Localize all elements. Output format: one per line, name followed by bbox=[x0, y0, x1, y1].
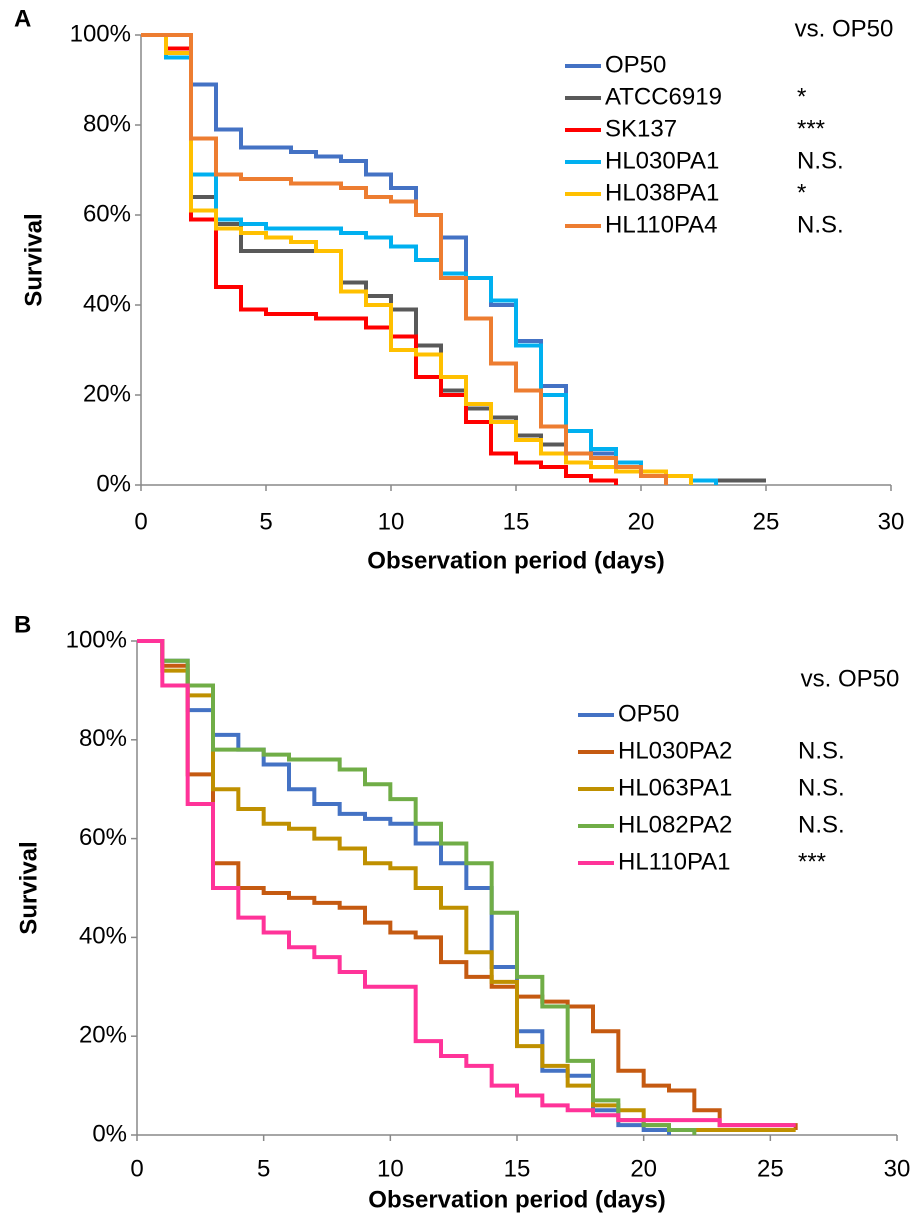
significance-label: * bbox=[797, 83, 806, 110]
x-tick-label: 20 bbox=[630, 1155, 657, 1182]
y-tick-label: 0% bbox=[96, 470, 131, 497]
y-tick-label: 80% bbox=[83, 110, 131, 137]
x-tick-label: 30 bbox=[878, 508, 905, 535]
x-tick-label: 25 bbox=[757, 1155, 784, 1182]
legend-label: HL110PA1 bbox=[618, 848, 731, 875]
legend-title: vs. OP50 bbox=[801, 665, 900, 692]
survival-curve bbox=[137, 639, 697, 1135]
legend-label: SK137 bbox=[605, 115, 677, 142]
significance-label: N.S. bbox=[798, 811, 845, 838]
significance-label: * bbox=[797, 179, 806, 206]
survival-curve bbox=[141, 33, 668, 485]
legend-label: OP50 bbox=[618, 700, 679, 727]
x-tick-label: 25 bbox=[753, 508, 780, 535]
legend-title: vs. OP50 bbox=[795, 15, 894, 42]
significance-label: N.S. bbox=[798, 774, 845, 801]
legend-label: OP50 bbox=[605, 51, 666, 78]
y-tick-label: 80% bbox=[79, 725, 127, 752]
significance-label: N.S. bbox=[797, 147, 844, 174]
y-tick-label: 40% bbox=[79, 923, 127, 950]
survival-curve bbox=[141, 33, 693, 485]
y-tick-label: 0% bbox=[92, 1120, 127, 1147]
x-tick-label: 5 bbox=[257, 1155, 270, 1182]
y-tick-label: 20% bbox=[83, 380, 131, 407]
legend-label: HL082PA2 bbox=[618, 811, 732, 838]
survival-curve bbox=[137, 639, 798, 1131]
y-tick-label: 20% bbox=[79, 1022, 127, 1049]
legend-label: ATCC6919 bbox=[605, 83, 722, 110]
legend-label: HL038PA1 bbox=[605, 179, 719, 206]
x-tick-label: 20 bbox=[628, 508, 655, 535]
y-tick-label: 100% bbox=[66, 626, 127, 653]
x-tick-label: 5 bbox=[259, 508, 272, 535]
x-tick-label: 10 bbox=[378, 508, 405, 535]
x-tick-label: 15 bbox=[503, 508, 530, 535]
panel-label: B bbox=[14, 611, 31, 638]
x-tick-label: 0 bbox=[130, 1155, 143, 1182]
survival-curve bbox=[137, 639, 796, 1128]
panel-label: A bbox=[14, 5, 31, 32]
x-axis-title: Observation period (days) bbox=[367, 547, 664, 574]
legend-label: HL030PA1 bbox=[605, 147, 719, 174]
y-tick-label: 40% bbox=[83, 290, 131, 317]
survival-curve bbox=[141, 33, 618, 485]
survival-curve bbox=[141, 33, 668, 485]
y-tick-label: 60% bbox=[79, 824, 127, 851]
significance-label: *** bbox=[797, 115, 825, 142]
x-tick-label: 10 bbox=[377, 1155, 404, 1182]
y-axis-title: Survival bbox=[15, 841, 42, 934]
y-tick-label: 100% bbox=[70, 20, 131, 47]
survival-curve bbox=[137, 639, 796, 1133]
y-axis-title: Survival bbox=[20, 213, 47, 306]
significance-label: N.S. bbox=[797, 211, 844, 238]
x-axis-title: Observation period (days) bbox=[368, 1186, 665, 1213]
significance-label: *** bbox=[798, 848, 826, 875]
y-tick-label: 60% bbox=[83, 200, 131, 227]
legend-label: HL063PA1 bbox=[618, 774, 732, 801]
x-tick-label: 30 bbox=[884, 1155, 911, 1182]
legend-label: HL110PA4 bbox=[605, 211, 718, 238]
significance-label: N.S. bbox=[798, 737, 845, 764]
x-tick-label: 0 bbox=[134, 508, 147, 535]
x-tick-label: 15 bbox=[504, 1155, 531, 1182]
legend-label: HL030PA2 bbox=[618, 737, 732, 764]
